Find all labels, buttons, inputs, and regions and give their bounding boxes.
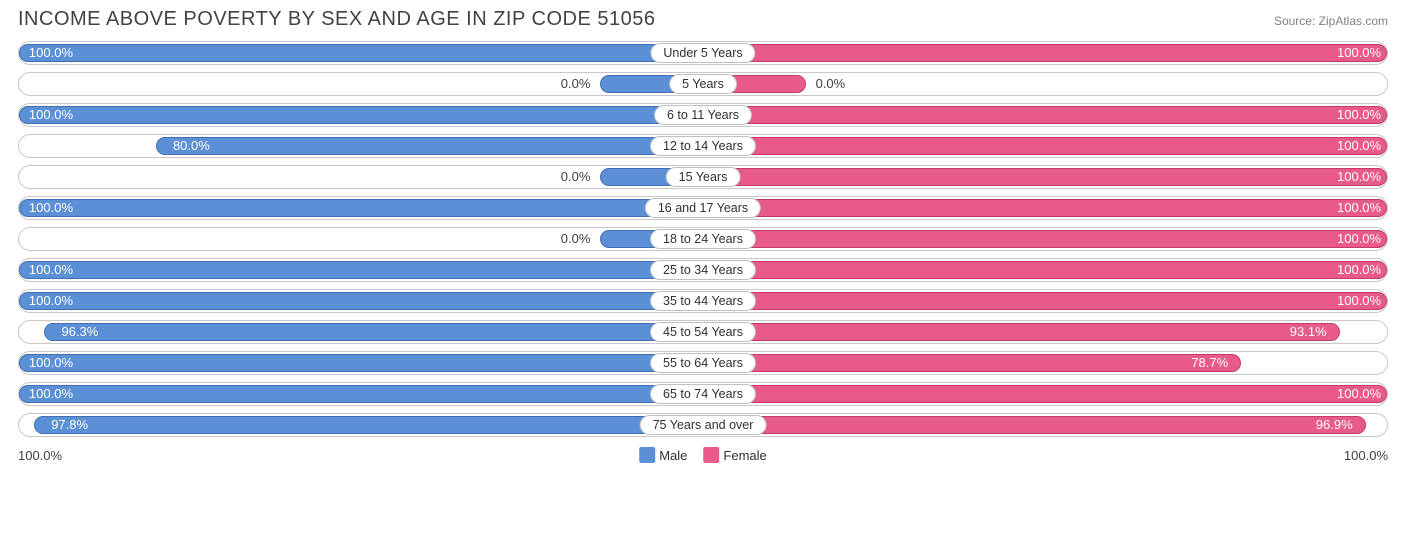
female-bar <box>703 416 1366 434</box>
male-value-label: 100.0% <box>21 42 81 66</box>
chart-source: Source: ZipAtlas.com <box>1274 14 1388 28</box>
female-value-label: 100.0% <box>1329 197 1389 221</box>
category-label: Under 5 Years <box>650 43 755 63</box>
female-value-label: 96.9% <box>1308 414 1361 438</box>
chart-rows: 100.0% 100.0% Under 5 Years 0.0% 0.0% 5 Years… <box>18 41 1388 437</box>
chart-row: 100.0% 100.0% 16 and 17 Years <box>18 196 1388 220</box>
female-value-label: 78.7% <box>1183 352 1236 376</box>
male-bar <box>19 199 703 217</box>
male-bar <box>19 106 703 124</box>
legend: Male Female <box>639 447 767 463</box>
male-value-label: 100.0% <box>21 104 81 128</box>
axis-right-label: 100.0% <box>1344 448 1388 463</box>
female-value-label: 0.0% <box>808 73 854 97</box>
female-value-label: 100.0% <box>1329 42 1389 66</box>
chart-row: 0.0% 100.0% 18 to 24 Years <box>18 227 1388 251</box>
male-bar <box>19 292 703 310</box>
category-label: 16 and 17 Years <box>645 198 761 218</box>
female-bar <box>703 106 1387 124</box>
category-label: 35 to 44 Years <box>650 291 756 311</box>
female-value-label: 100.0% <box>1329 228 1389 252</box>
footer-row: 100.0% Male Female 100.0% <box>18 444 1388 466</box>
female-bar <box>703 354 1241 372</box>
female-bar <box>703 230 1387 248</box>
male-value-label: 100.0% <box>21 352 81 376</box>
female-bar <box>703 323 1340 341</box>
category-label: 25 to 34 Years <box>650 260 756 280</box>
male-bar <box>44 323 703 341</box>
chart-title: INCOME ABOVE POVERTY BY SEX AND AGE IN Z… <box>18 8 655 31</box>
female-value-label: 100.0% <box>1329 290 1389 314</box>
female-bar <box>703 137 1387 155</box>
category-label: 18 to 24 Years <box>650 229 756 249</box>
chart-row: 100.0% 100.0% 35 to 44 Years <box>18 289 1388 313</box>
male-bar <box>19 261 703 279</box>
chart-row: 97.8% 96.9% 75 Years and over <box>18 413 1388 437</box>
male-bar <box>19 44 703 62</box>
female-value-label: 100.0% <box>1329 259 1389 283</box>
chart-row: 96.3% 93.1% 45 to 54 Years <box>18 320 1388 344</box>
female-bar <box>703 385 1387 403</box>
legend-male: Male <box>639 447 687 463</box>
male-bar <box>19 354 703 372</box>
male-value-label: 100.0% <box>21 197 81 221</box>
chart-row: 0.0% 0.0% 5 Years <box>18 72 1388 96</box>
male-value-label: 100.0% <box>21 259 81 283</box>
male-value-label: 0.0% <box>553 228 599 252</box>
category-label: 15 Years <box>666 167 741 187</box>
male-bar <box>156 137 703 155</box>
female-bar <box>703 292 1387 310</box>
chart-row: 100.0% 100.0% Under 5 Years <box>18 41 1388 65</box>
category-label: 55 to 64 Years <box>650 353 756 373</box>
chart-row: 100.0% 100.0% 65 to 74 Years <box>18 382 1388 406</box>
female-bar <box>703 261 1387 279</box>
male-value-label: 0.0% <box>553 73 599 97</box>
header-row: INCOME ABOVE POVERTY BY SEX AND AGE IN Z… <box>18 8 1388 31</box>
chart-row: 80.0% 100.0% 12 to 14 Years <box>18 134 1388 158</box>
male-swatch <box>639 447 655 463</box>
female-bar <box>703 199 1387 217</box>
female-value-label: 100.0% <box>1329 383 1389 407</box>
category-label: 6 to 11 Years <box>654 105 752 125</box>
category-label: 65 to 74 Years <box>650 384 756 404</box>
male-value-label: 80.0% <box>165 135 218 159</box>
female-value-label: 100.0% <box>1329 104 1389 128</box>
legend-female: Female <box>703 447 766 463</box>
female-value-label: 93.1% <box>1282 321 1335 345</box>
category-label: 5 Years <box>669 74 737 94</box>
female-bar <box>703 168 1387 186</box>
female-swatch <box>703 447 719 463</box>
male-value-label: 96.3% <box>53 321 106 345</box>
male-bar <box>19 385 703 403</box>
male-value-label: 0.0% <box>553 166 599 190</box>
male-value-label: 97.8% <box>43 414 96 438</box>
male-value-label: 100.0% <box>21 383 81 407</box>
chart-row: 100.0% 78.7% 55 to 64 Years <box>18 351 1388 375</box>
chart-container: INCOME ABOVE POVERTY BY SEX AND AGE IN Z… <box>0 0 1406 474</box>
female-value-label: 100.0% <box>1329 166 1389 190</box>
chart-row: 100.0% 100.0% 25 to 34 Years <box>18 258 1388 282</box>
male-bar <box>34 416 703 434</box>
axis-left-label: 100.0% <box>18 448 62 463</box>
category-label: 45 to 54 Years <box>650 322 756 342</box>
category-label: 12 to 14 Years <box>650 136 756 156</box>
male-value-label: 100.0% <box>21 290 81 314</box>
chart-row: 0.0% 100.0% 15 Years <box>18 165 1388 189</box>
category-label: 75 Years and over <box>640 415 767 435</box>
chart-row: 100.0% 100.0% 6 to 11 Years <box>18 103 1388 127</box>
female-value-label: 100.0% <box>1329 135 1389 159</box>
female-bar <box>703 44 1387 62</box>
